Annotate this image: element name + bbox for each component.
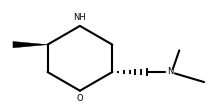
Text: NH: NH [73,14,86,22]
Text: O: O [77,94,83,103]
Text: N: N [167,68,174,76]
Polygon shape [13,41,48,48]
